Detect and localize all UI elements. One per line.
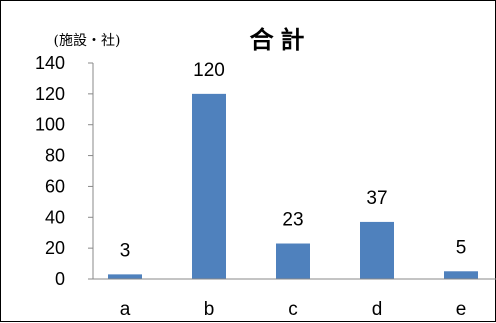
data-label-e: 5 — [456, 237, 467, 258]
bar-a — [108, 274, 142, 279]
x-tick-label: d — [372, 299, 383, 320]
data-label-d: 37 — [366, 188, 387, 209]
y-axis: 0 20 40 60 80 100 120 140 — [35, 53, 94, 289]
bar-b — [192, 93, 226, 279]
y-tick-label: 140 — [35, 53, 65, 73]
x-tick-label: b — [204, 299, 215, 320]
y-unit-label: (施設・社) — [54, 33, 121, 49]
y-tick-label: 80 — [45, 146, 65, 166]
y-tick-label: 100 — [35, 115, 65, 135]
bar-d — [360, 221, 394, 279]
y-tick-label: 0 — [55, 269, 65, 289]
x-tick-label: c — [288, 299, 298, 320]
bar-c — [276, 243, 310, 279]
y-tick-label: 40 — [45, 207, 65, 227]
data-label-c: 23 — [282, 210, 303, 231]
y-tick-label: 20 — [45, 238, 65, 258]
data-label-b: 120 — [193, 60, 225, 81]
chart-title: 合 計 — [250, 26, 305, 54]
x-axis: a b c d e — [93, 278, 496, 320]
bar-e — [444, 271, 478, 279]
x-tick-label: a — [120, 299, 131, 320]
bar-series: 3 120 23 37 5 — [108, 60, 478, 279]
y-tick-label: 60 — [45, 176, 65, 196]
data-label-a: 3 — [120, 240, 131, 261]
x-tick-label: e — [456, 299, 467, 320]
y-tick-label: 120 — [35, 84, 65, 104]
